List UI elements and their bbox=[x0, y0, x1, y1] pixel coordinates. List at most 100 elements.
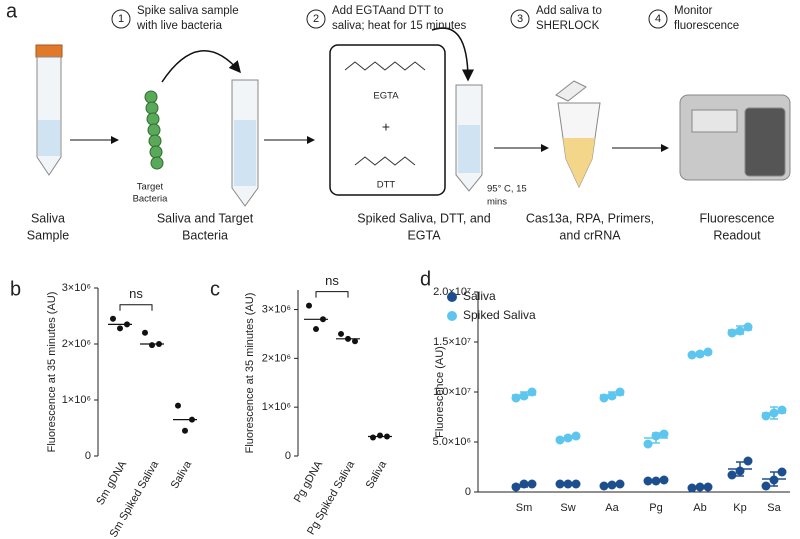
caption: Spiked Saliva, DTT, and bbox=[357, 211, 490, 225]
reader-panel bbox=[691, 109, 738, 133]
y-tick-label: 1×10⁶ bbox=[262, 401, 291, 413]
data-point bbox=[110, 315, 116, 322]
error-bar bbox=[520, 391, 528, 399]
data-point bbox=[599, 481, 609, 491]
x-tick-label: Sw bbox=[560, 502, 575, 514]
step-circle bbox=[648, 9, 668, 29]
step-circle bbox=[306, 9, 326, 29]
error-bar bbox=[770, 406, 778, 420]
data-point bbox=[703, 347, 713, 357]
error-bar bbox=[608, 391, 616, 399]
x-tick-label: Sa bbox=[767, 502, 781, 514]
caption: Bacteria bbox=[182, 228, 228, 242]
y-tick-label: 1.0×10⁷ bbox=[433, 386, 471, 398]
error-bar bbox=[652, 479, 660, 483]
y-tick-label: 0 bbox=[85, 450, 91, 462]
legend-label: Spiked Saliva bbox=[463, 308, 536, 322]
error-bar bbox=[696, 485, 704, 489]
y-tick-label: 1×10⁶ bbox=[62, 394, 91, 406]
step-text: Add EGTAand DTT to bbox=[332, 5, 443, 17]
panel-letter: c bbox=[210, 278, 220, 300]
significance-bracket bbox=[119, 304, 153, 311]
data-point bbox=[571, 431, 581, 441]
data-point bbox=[306, 302, 312, 309]
data-point bbox=[124, 321, 130, 328]
data-point bbox=[511, 482, 521, 492]
panel-letter: a bbox=[6, 0, 18, 22]
data-point bbox=[370, 434, 376, 441]
microtube-liquid bbox=[563, 138, 595, 187]
x-tick-label: Saliva bbox=[169, 458, 195, 491]
caption: Readout bbox=[713, 228, 761, 242]
data-point bbox=[659, 429, 669, 439]
panel-letter: d bbox=[420, 268, 431, 290]
data-point bbox=[117, 325, 123, 332]
tube-liquid bbox=[38, 120, 60, 156]
caption: Sample bbox=[27, 228, 69, 242]
error-bar bbox=[696, 351, 704, 357]
y-axis-label: Fluorescence at 35 minutes (AU) bbox=[46, 292, 58, 453]
data-point bbox=[743, 456, 753, 466]
step-number: 1 bbox=[118, 13, 124, 25]
step-text: fluorescence bbox=[674, 20, 739, 32]
x-tick-label: Pg gDNA bbox=[292, 458, 326, 504]
tube bbox=[36, 56, 62, 176]
arrow bbox=[431, 27, 474, 82]
label: Bacteria bbox=[133, 194, 169, 205]
label: + bbox=[382, 119, 390, 135]
data-point bbox=[189, 416, 195, 423]
step-circle bbox=[510, 9, 530, 29]
data-point bbox=[352, 338, 358, 345]
data-point bbox=[727, 470, 737, 480]
y-tick-label: 1.5×10⁷ bbox=[433, 336, 471, 348]
schematic bbox=[35, 9, 791, 207]
step-text: Spike saliva sample bbox=[137, 5, 239, 17]
step-text: SHERLOCK bbox=[536, 20, 600, 32]
data-point bbox=[527, 479, 537, 489]
y-tick-label: 5.0×10⁶ bbox=[433, 436, 471, 448]
x-tick-label: Pg bbox=[649, 502, 662, 514]
error-bar bbox=[736, 461, 744, 477]
y-tick-label: 0 bbox=[465, 486, 471, 498]
error-bar bbox=[770, 471, 778, 487]
reader-door bbox=[744, 107, 786, 177]
step-text: saliva; heat for 15 minutes bbox=[332, 20, 466, 32]
y-tick-label: 3×10⁶ bbox=[62, 282, 91, 294]
egta-structure bbox=[344, 61, 426, 71]
error-bar bbox=[652, 432, 660, 444]
error-bar bbox=[736, 325, 744, 335]
step-text: Monitor bbox=[674, 5, 713, 17]
data-point bbox=[555, 435, 565, 445]
data-point bbox=[175, 402, 181, 409]
caption: Saliva bbox=[31, 211, 65, 225]
data-point bbox=[156, 341, 162, 347]
y-tick-label: 2.0×10⁷ bbox=[433, 286, 471, 298]
significance-bracket bbox=[315, 291, 349, 298]
data-point bbox=[377, 432, 383, 439]
data-point bbox=[320, 316, 326, 323]
error-bar bbox=[564, 435, 572, 441]
error-bar bbox=[608, 483, 616, 487]
label: Target bbox=[137, 182, 164, 193]
reagent-box bbox=[329, 44, 446, 196]
error-bar bbox=[564, 482, 572, 486]
legend-marker bbox=[447, 311, 457, 321]
step-number: 2 bbox=[313, 13, 319, 25]
dtt-structure bbox=[354, 156, 416, 166]
data-point bbox=[313, 326, 319, 333]
x-tick-label: Aa bbox=[605, 502, 619, 514]
data-point bbox=[338, 330, 344, 337]
label: EGTA bbox=[373, 91, 399, 102]
bacteria bbox=[144, 90, 164, 170]
data-point bbox=[777, 467, 787, 477]
data-point bbox=[643, 439, 653, 449]
label: mins bbox=[487, 197, 507, 208]
step-number: 4 bbox=[655, 13, 661, 25]
y-tick-label: 3×10⁶ bbox=[262, 303, 291, 315]
error-bar bbox=[520, 482, 528, 488]
significance-label: ns bbox=[129, 286, 143, 301]
tube-cap bbox=[35, 44, 63, 58]
caption: and crRNA bbox=[559, 228, 621, 242]
y-tick-label: 0 bbox=[285, 450, 291, 462]
